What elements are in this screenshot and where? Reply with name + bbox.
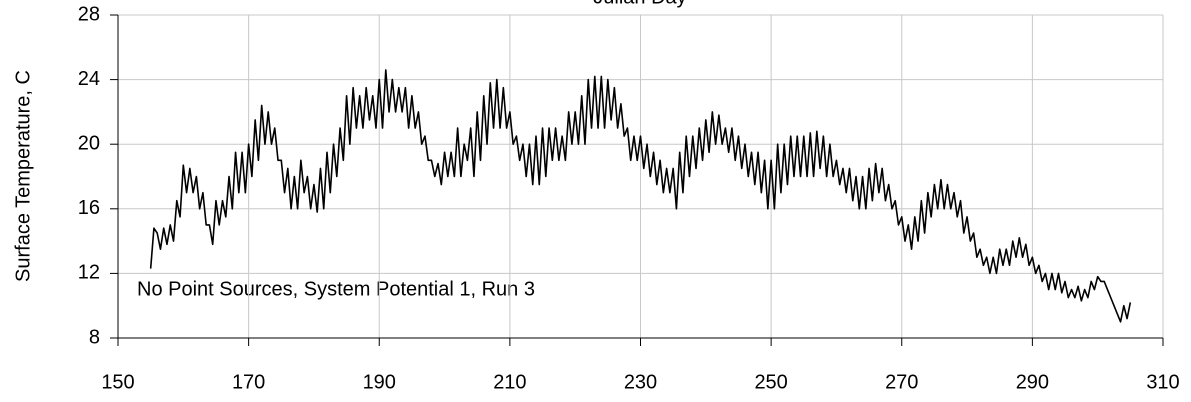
x-tick-label: 290 xyxy=(1016,371,1049,393)
y-tick-label: 20 xyxy=(78,132,100,154)
x-tick-label: 150 xyxy=(101,371,134,393)
x-tick-label: 310 xyxy=(1146,371,1179,393)
y-tick-label: 8 xyxy=(89,326,100,348)
y-axis-label: Surface Temperature, C xyxy=(12,70,34,282)
annotation: No Point Sources, System Potential 1, Ru… xyxy=(137,278,535,300)
x-tick-label: 230 xyxy=(624,371,657,393)
x-tick-label: 210 xyxy=(493,371,526,393)
x-tick-label: 170 xyxy=(232,371,265,393)
x-tick-label: 270 xyxy=(885,371,918,393)
x-axis-label: Julian Day xyxy=(593,0,686,8)
y-tick-label: 12 xyxy=(78,262,100,284)
x-tick-label: 190 xyxy=(363,371,396,393)
data-line xyxy=(149,69,1132,323)
y-tick-label: 24 xyxy=(78,68,100,90)
x-tick-label: 250 xyxy=(754,371,787,393)
y-tick-label: 16 xyxy=(78,197,100,219)
y-tick-label: 28 xyxy=(78,3,100,25)
